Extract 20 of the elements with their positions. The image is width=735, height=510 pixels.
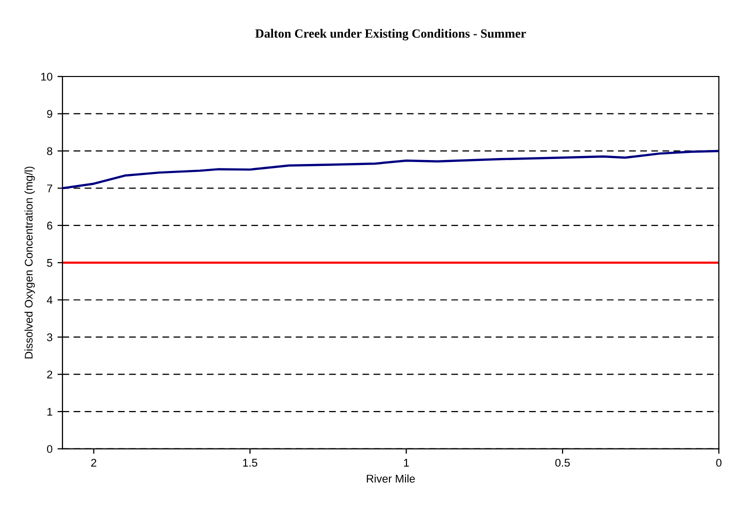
- chart-title: Dalton Creek under Existing Conditions - Summer: [255, 28, 526, 40]
- x-tick-label: 1: [404, 458, 409, 467]
- y-tick-label: 8: [47, 147, 52, 156]
- x-tick-label: 2: [91, 458, 96, 467]
- line-series: [62, 150, 719, 190]
- y-tick-label: 7: [47, 184, 52, 192]
- y-tick-label: 0: [47, 445, 52, 453]
- y-tick-label: 5: [47, 259, 52, 267]
- x-tick-label: 0: [716, 458, 722, 467]
- y-tick-label: 10: [41, 72, 52, 81]
- y-tick-label: 2: [47, 370, 52, 378]
- y-tick-label: 6: [47, 222, 52, 230]
- y-tick-label: 9: [47, 110, 52, 118]
- x-tick-label: 0.5: [555, 458, 570, 467]
- y-tick-label: 3: [47, 333, 52, 342]
- y-tick-label: 4: [46, 296, 52, 304]
- y-tick-label: 1: [47, 408, 52, 416]
- y-axis-title: Dissolved Oxygen Concentration (mg/l): [24, 166, 35, 358]
- x-tick-label: 1.5: [243, 458, 258, 467]
- x-axis-title: River Mile: [366, 474, 415, 483]
